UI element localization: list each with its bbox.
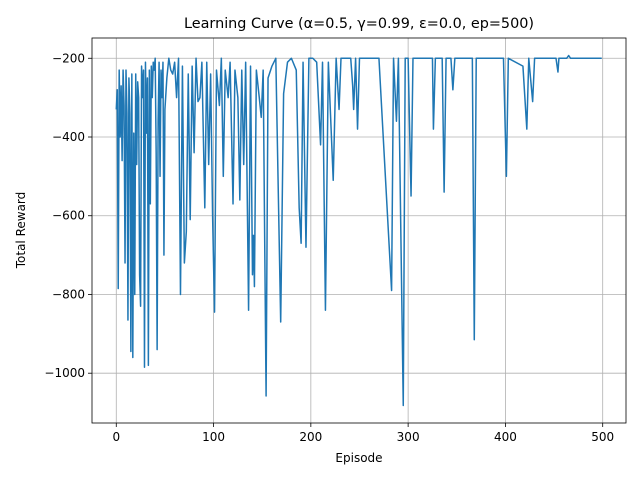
y-tick-label: −400	[52, 130, 85, 144]
x-tick-label: 200	[299, 430, 322, 444]
plot-frame	[91, 37, 627, 424]
y-tick-label: −200	[52, 51, 85, 65]
x-axis-label: Episode	[335, 451, 382, 465]
y-axis-label: Total Reward	[14, 192, 28, 270]
x-tick-label: 100	[202, 430, 225, 444]
line-series	[115, 54, 602, 407]
y-tick-label: −1000	[44, 366, 85, 380]
x-tick-label: 400	[494, 430, 517, 444]
x-tick-label: 300	[397, 430, 420, 444]
chart-title: Learning Curve (α=0.5, γ=0.99, ε=0.0, ep…	[184, 16, 534, 32]
x-tick-label: 500	[591, 430, 614, 444]
y-tick-label: −800	[52, 287, 85, 301]
y-tick-label: −600	[52, 209, 85, 223]
x-tick-label: 0	[112, 430, 120, 444]
